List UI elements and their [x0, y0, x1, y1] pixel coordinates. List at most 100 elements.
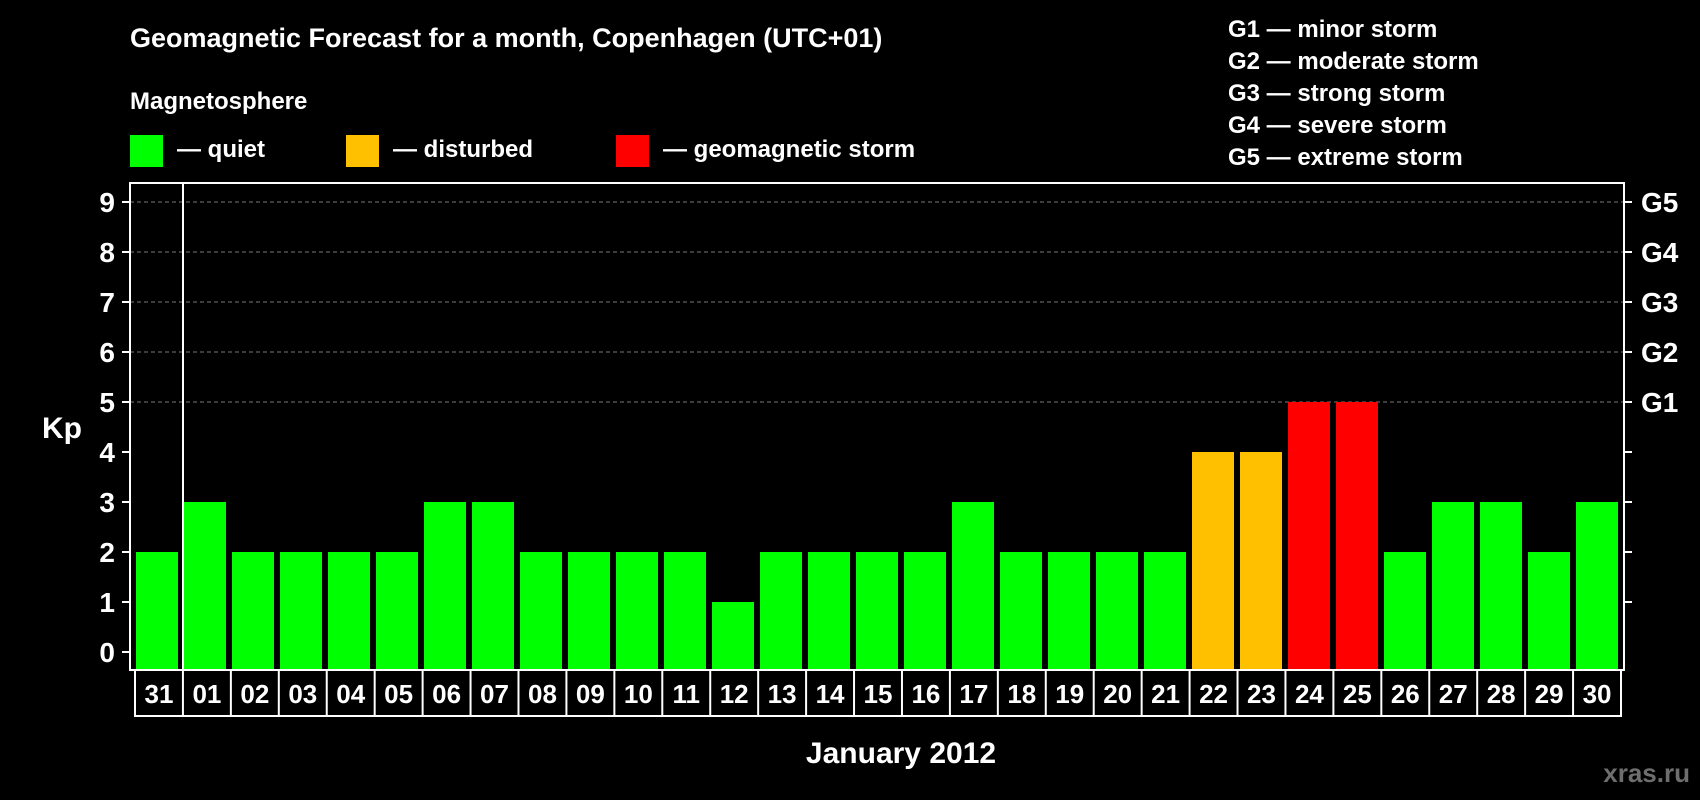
- y-tick-label-5: 5: [99, 387, 115, 418]
- x-tick-label-16: 16: [911, 679, 940, 709]
- y-tick-label-7: 7: [99, 287, 115, 318]
- bar-day-30: [1576, 502, 1618, 669]
- bar-day-15: [856, 552, 898, 669]
- bar-day-04: [328, 552, 370, 669]
- bar-day-06: [424, 502, 466, 669]
- x-tick-label-31: 31: [145, 679, 174, 709]
- x-tick-label-20: 20: [1103, 679, 1132, 709]
- x-tick-label-30: 30: [1583, 679, 1612, 709]
- x-axis-days: 31 01 02 03 04 05 06 07 08 09 10 11 12 13 14 15 16 17 18 19…: [134, 669, 1622, 717]
- x-tick-label-13: 13: [768, 679, 797, 709]
- y-axis-right: G1 G2 G3 G4 G5: [1624, 187, 1679, 603]
- x-tick-label-26: 26: [1391, 679, 1420, 709]
- storm-scale-key: G1 — minor storm G2 — moderate storm G3 …: [1228, 16, 1479, 171]
- x-tick-label-23: 23: [1247, 679, 1276, 709]
- bar-day-18: [1000, 552, 1042, 669]
- bar-day-20: [1096, 552, 1138, 669]
- x-tick-label-05: 05: [384, 679, 413, 709]
- y-tick-label-6: 6: [99, 337, 115, 368]
- legend-item-quiet: — quiet: [130, 135, 265, 167]
- x-tick-label-18: 18: [1007, 679, 1036, 709]
- x-tick-label-27: 27: [1439, 679, 1468, 709]
- legend-item-storm: — geomagnetic storm: [616, 135, 915, 167]
- y-tick-label-4: 4: [99, 437, 115, 468]
- y-tick-label-8: 8: [99, 237, 115, 268]
- x-tick-label-14: 14: [816, 679, 845, 709]
- bar-day-29: [1528, 552, 1570, 669]
- bar-day-08: [520, 552, 562, 669]
- bar-day-16: [904, 552, 946, 669]
- x-tick-label-15: 15: [864, 679, 893, 709]
- y-tick-label-1: 1: [99, 587, 115, 618]
- bar-day-17: [952, 502, 994, 669]
- bar-day-10: [616, 552, 658, 669]
- y-tick-label-0: 0: [99, 637, 115, 668]
- x-tick-label-22: 22: [1199, 679, 1228, 709]
- legend-label-storm: — geomagnetic storm: [663, 136, 915, 163]
- bar-day-03: [280, 552, 322, 669]
- bar-day-23: [1240, 452, 1282, 669]
- x-tick-label-01: 01: [192, 679, 221, 709]
- y-right-label-g1: G1: [1641, 387, 1678, 418]
- bar-day-28: [1480, 502, 1522, 669]
- y-tick-label-2: 2: [99, 537, 115, 568]
- bar-day-01: [184, 502, 226, 669]
- x-tick-label-10: 10: [624, 679, 653, 709]
- storm-scale-g4: G4 — severe storm: [1228, 112, 1447, 139]
- y-right-label-g2: G2: [1641, 337, 1678, 368]
- y-tick-label-9: 9: [99, 187, 115, 218]
- x-tick-label-29: 29: [1535, 679, 1564, 709]
- legend-label-disturbed: — disturbed: [393, 136, 533, 163]
- bar-day-13: [760, 552, 802, 669]
- bar-day-22: [1192, 452, 1234, 669]
- x-tick-label-07: 07: [480, 679, 509, 709]
- bars: [136, 402, 1618, 669]
- legend-swatch-storm: [616, 135, 649, 167]
- storm-scale-g5: G5 — extreme storm: [1228, 144, 1463, 171]
- storm-scale-g2: G2 — moderate storm: [1228, 48, 1479, 75]
- legend-item-disturbed: — disturbed: [346, 135, 533, 167]
- legend-swatch-disturbed: [346, 135, 379, 167]
- legend-heading: Magnetosphere: [130, 88, 307, 115]
- chart-title: Geomagnetic Forecast for a month, Copenh…: [130, 23, 882, 53]
- x-tick-label-17: 17: [959, 679, 988, 709]
- bar-day-14: [808, 552, 850, 669]
- x-tick-label-06: 06: [432, 679, 461, 709]
- legend-swatch-quiet: [130, 135, 163, 167]
- x-tick-label-19: 19: [1055, 679, 1084, 709]
- bar-day-21: [1144, 552, 1186, 669]
- x-tick-label-03: 03: [288, 679, 317, 709]
- x-tick-label-12: 12: [720, 679, 749, 709]
- storm-scale-g3: G3 — strong storm: [1228, 80, 1445, 107]
- bar-day-12: [712, 602, 754, 669]
- y-right-label-g5: G5: [1641, 187, 1678, 218]
- x-tick-label-21: 21: [1151, 679, 1180, 709]
- bar-day-26: [1384, 552, 1426, 669]
- y-right-label-g3: G3: [1641, 287, 1678, 318]
- bar-day-09: [568, 552, 610, 669]
- x-tick-label-24: 24: [1295, 679, 1324, 709]
- bar-day-19: [1048, 552, 1090, 669]
- x-tick-label-11: 11: [673, 679, 701, 709]
- x-tick-label-28: 28: [1487, 679, 1516, 709]
- y-right-label-g4: G4: [1641, 237, 1679, 268]
- y-axis-label: Kp: [42, 412, 82, 445]
- x-tick-label-04: 04: [336, 679, 365, 709]
- bar-day-05: [376, 552, 418, 669]
- y-axis-left: 0 1 2 3 4 5 6 7 8 9: [99, 187, 130, 668]
- bar-day-25: [1336, 402, 1378, 669]
- x-tick-label-25: 25: [1343, 679, 1372, 709]
- gridlines: [130, 201, 1624, 403]
- x-axis-label: January 2012: [806, 737, 996, 770]
- x-tick-label-08: 08: [528, 679, 557, 709]
- legend-label-quiet: — quiet: [177, 136, 265, 163]
- bar-day-11: [664, 552, 706, 669]
- legend: — quiet — disturbed — geomagnetic storm: [130, 135, 915, 167]
- y-tick-label-3: 3: [99, 487, 115, 518]
- storm-scale-g1: G1 — minor storm: [1228, 16, 1437, 43]
- bar-day-02: [232, 552, 274, 669]
- day-row-frame: [134, 669, 1622, 717]
- x-tick-label-02: 02: [240, 679, 269, 709]
- x-tick-label-09: 09: [576, 679, 605, 709]
